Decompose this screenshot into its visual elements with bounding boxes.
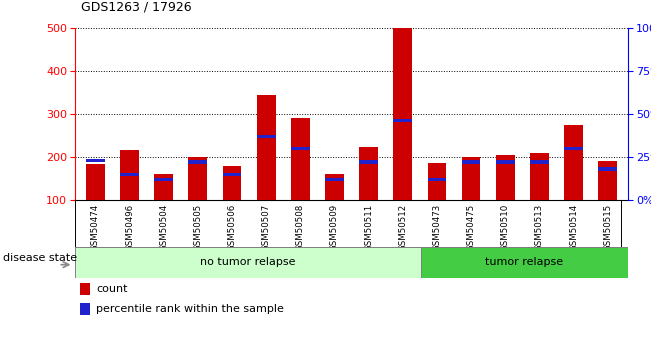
Text: GSM50513: GSM50513 <box>535 204 544 251</box>
Text: GSM50507: GSM50507 <box>262 204 271 251</box>
Text: GSM50510: GSM50510 <box>501 204 510 251</box>
Text: count: count <box>96 284 128 294</box>
Bar <box>120 150 139 200</box>
Bar <box>428 164 447 200</box>
Bar <box>393 119 412 122</box>
Bar <box>223 172 242 176</box>
Bar <box>359 160 378 164</box>
Text: GSM50496: GSM50496 <box>125 204 134 251</box>
Bar <box>256 135 275 138</box>
Bar <box>530 160 549 164</box>
Text: GSM50512: GSM50512 <box>398 204 408 251</box>
Bar <box>359 148 378 200</box>
Bar <box>291 147 310 150</box>
Bar <box>223 167 242 200</box>
Bar <box>188 157 207 200</box>
Text: no tumor relapse: no tumor relapse <box>200 257 296 267</box>
Text: GSM50515: GSM50515 <box>603 204 612 251</box>
Text: tumor relapse: tumor relapse <box>486 257 564 267</box>
Bar <box>81 303 90 315</box>
Bar <box>188 160 207 164</box>
Bar <box>496 160 515 164</box>
Text: disease state: disease state <box>3 253 77 263</box>
Bar <box>81 283 90 295</box>
Bar <box>393 29 412 200</box>
Text: GSM50475: GSM50475 <box>467 204 476 251</box>
Bar <box>256 95 275 200</box>
Bar <box>86 164 105 200</box>
Bar <box>462 157 480 200</box>
Bar <box>530 152 549 200</box>
Text: GSM50511: GSM50511 <box>364 204 373 251</box>
Bar <box>598 161 617 200</box>
Text: GSM50504: GSM50504 <box>159 204 168 251</box>
Bar <box>325 178 344 181</box>
Bar <box>598 167 617 171</box>
Bar <box>564 147 583 150</box>
Text: GDS1263 / 17926: GDS1263 / 17926 <box>81 1 192 14</box>
Bar <box>86 159 105 162</box>
Bar <box>421 247 628 278</box>
Bar <box>120 172 139 176</box>
Text: GSM50474: GSM50474 <box>91 204 100 251</box>
Bar <box>154 174 173 200</box>
Bar <box>291 118 310 200</box>
Bar <box>325 174 344 200</box>
Text: percentile rank within the sample: percentile rank within the sample <box>96 304 284 314</box>
Text: GSM50514: GSM50514 <box>569 204 578 251</box>
Bar <box>428 178 447 181</box>
Bar <box>75 247 421 278</box>
Text: GSM50506: GSM50506 <box>227 204 236 251</box>
Bar <box>496 155 515 200</box>
Text: GSM50508: GSM50508 <box>296 204 305 251</box>
Bar <box>564 125 583 200</box>
Text: GSM50473: GSM50473 <box>432 204 441 251</box>
Bar <box>154 178 173 181</box>
Bar <box>462 160 480 164</box>
Text: GSM50505: GSM50505 <box>193 204 202 251</box>
Text: GSM50509: GSM50509 <box>330 204 339 251</box>
